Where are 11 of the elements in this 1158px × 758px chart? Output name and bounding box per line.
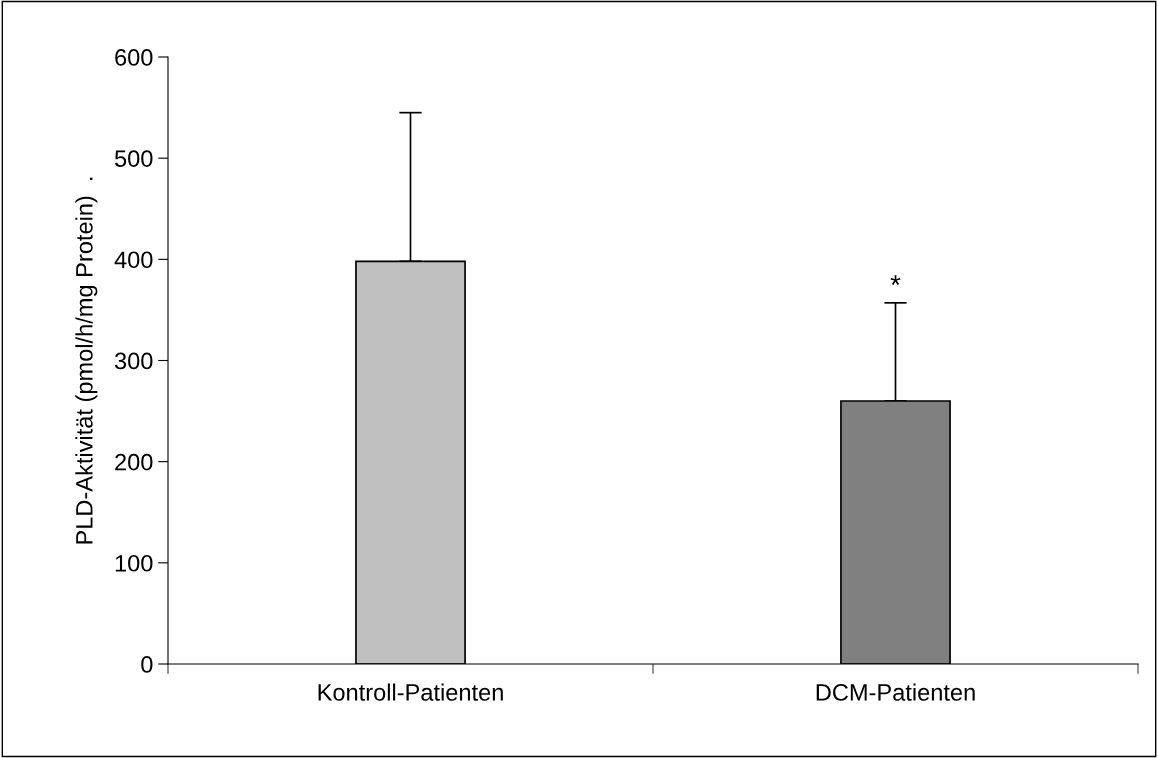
y-tick-label: 500 <box>114 150 153 167</box>
y-tick-label: 300 <box>114 352 153 370</box>
annotation: * <box>890 275 901 285</box>
y-tick-label: 600 <box>115 49 153 66</box>
x-tick-label: DCM-Patienten <box>816 683 975 701</box>
x-tick-label: Kontroll-Patienten <box>318 683 503 701</box>
y-axis-title: PLD-Aktivität (pmol/h/mg Protein) . <box>75 177 98 544</box>
y-tick-label: 400 <box>114 251 153 269</box>
y-tick-label: 200 <box>115 453 153 471</box>
y-tick-label: 100 <box>115 554 153 572</box>
y-tick-label: 0 <box>141 656 153 673</box>
